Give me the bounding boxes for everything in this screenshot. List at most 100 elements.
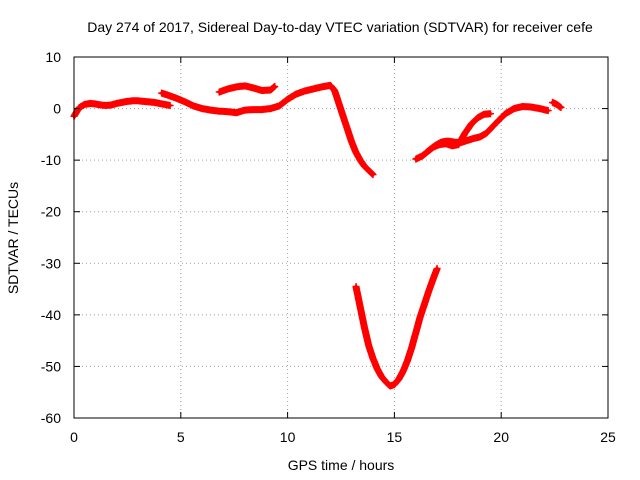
data-point [141, 99, 145, 103]
data-point [251, 108, 255, 112]
y-tick-label: -10 [41, 152, 61, 168]
series-segment-3 [215, 82, 279, 96]
series-segment-2 [158, 81, 377, 179]
y-tick-label: -60 [41, 410, 61, 426]
data-point [217, 90, 221, 94]
data-point [503, 112, 508, 116]
data-point [226, 110, 230, 114]
data-point [174, 96, 179, 100]
data-point [294, 92, 298, 96]
data-point [157, 101, 161, 105]
data-point [362, 326, 367, 330]
data-point [424, 150, 428, 154]
y-axis-label: SDTVAR / TECUs [5, 182, 21, 294]
x-tick-label: 25 [600, 429, 616, 445]
data-point [243, 108, 247, 112]
data-point [431, 145, 435, 149]
data-point [251, 86, 255, 90]
data-point [559, 105, 563, 110]
data-point [115, 101, 119, 105]
data-point [209, 108, 213, 112]
data-point [341, 114, 345, 118]
data-point [200, 107, 204, 111]
x-tick-label: 10 [280, 429, 296, 445]
data-point [550, 100, 555, 104]
x-axis-label: GPS time / hours [288, 457, 395, 473]
data-point [529, 105, 533, 109]
data-point [497, 118, 501, 122]
data-point [375, 367, 379, 371]
data-point [484, 131, 488, 135]
data-point [243, 84, 247, 88]
data-point [420, 154, 424, 158]
data-point [152, 100, 156, 104]
data-point [74, 111, 78, 115]
data-point [226, 87, 230, 91]
data-point [136, 99, 140, 103]
data-point [109, 103, 113, 107]
data-point [273, 84, 277, 88]
data-point [478, 135, 482, 139]
data-point [234, 111, 238, 115]
data-point [482, 112, 486, 116]
data-point [456, 143, 461, 147]
data-point [88, 101, 92, 105]
data-point [303, 89, 307, 93]
data-point [160, 91, 164, 95]
axis-ticks [73, 56, 609, 419]
series-segment-4 [352, 264, 441, 390]
y-tick-label: 0 [53, 101, 61, 117]
data-point [450, 144, 454, 148]
data-point [471, 136, 475, 141]
data-point [414, 157, 418, 161]
data-point [401, 370, 405, 374]
data-point [83, 102, 87, 106]
data-point [147, 100, 151, 104]
data-point [538, 107, 542, 111]
x-tick-label: 5 [177, 429, 185, 445]
data-point [286, 97, 290, 101]
data-point [384, 380, 388, 384]
data-point [397, 377, 401, 381]
data-point [388, 384, 392, 388]
data-point [555, 102, 559, 106]
data-point [277, 104, 281, 108]
y-tick-label: 10 [45, 49, 61, 65]
data-point [104, 103, 108, 108]
data-point [427, 290, 431, 294]
data-point [320, 85, 324, 89]
data-point [371, 357, 375, 361]
data-point [491, 125, 495, 129]
data-point [488, 112, 493, 116]
data-point [358, 305, 362, 309]
data-point [166, 93, 170, 97]
chart-title: Day 274 of 2017, Sidereal Day-to-day VTE… [87, 19, 593, 35]
data-point [120, 100, 124, 104]
data-point [362, 164, 367, 168]
x-tick-label: 20 [493, 429, 509, 445]
data-point [422, 302, 426, 307]
data-point [354, 284, 358, 289]
data-point [463, 131, 467, 135]
data-point [268, 107, 273, 111]
data-point [260, 88, 264, 93]
data-point [350, 140, 354, 144]
y-tick-label: -20 [41, 204, 61, 220]
data-point [409, 346, 414, 350]
data-point [469, 122, 473, 126]
data-point [431, 278, 435, 282]
data-point [435, 266, 439, 270]
y-tick-label: -30 [41, 255, 61, 271]
y-tick-label: -40 [41, 307, 61, 323]
data-point [328, 83, 332, 87]
x-tick-label: 15 [387, 429, 403, 445]
data-point [354, 150, 358, 154]
plot-frame [73, 56, 609, 419]
series-segment-6 [422, 110, 494, 156]
data-point [183, 100, 187, 104]
data-point [234, 85, 238, 89]
data-point [163, 102, 167, 106]
data-point [125, 99, 129, 103]
